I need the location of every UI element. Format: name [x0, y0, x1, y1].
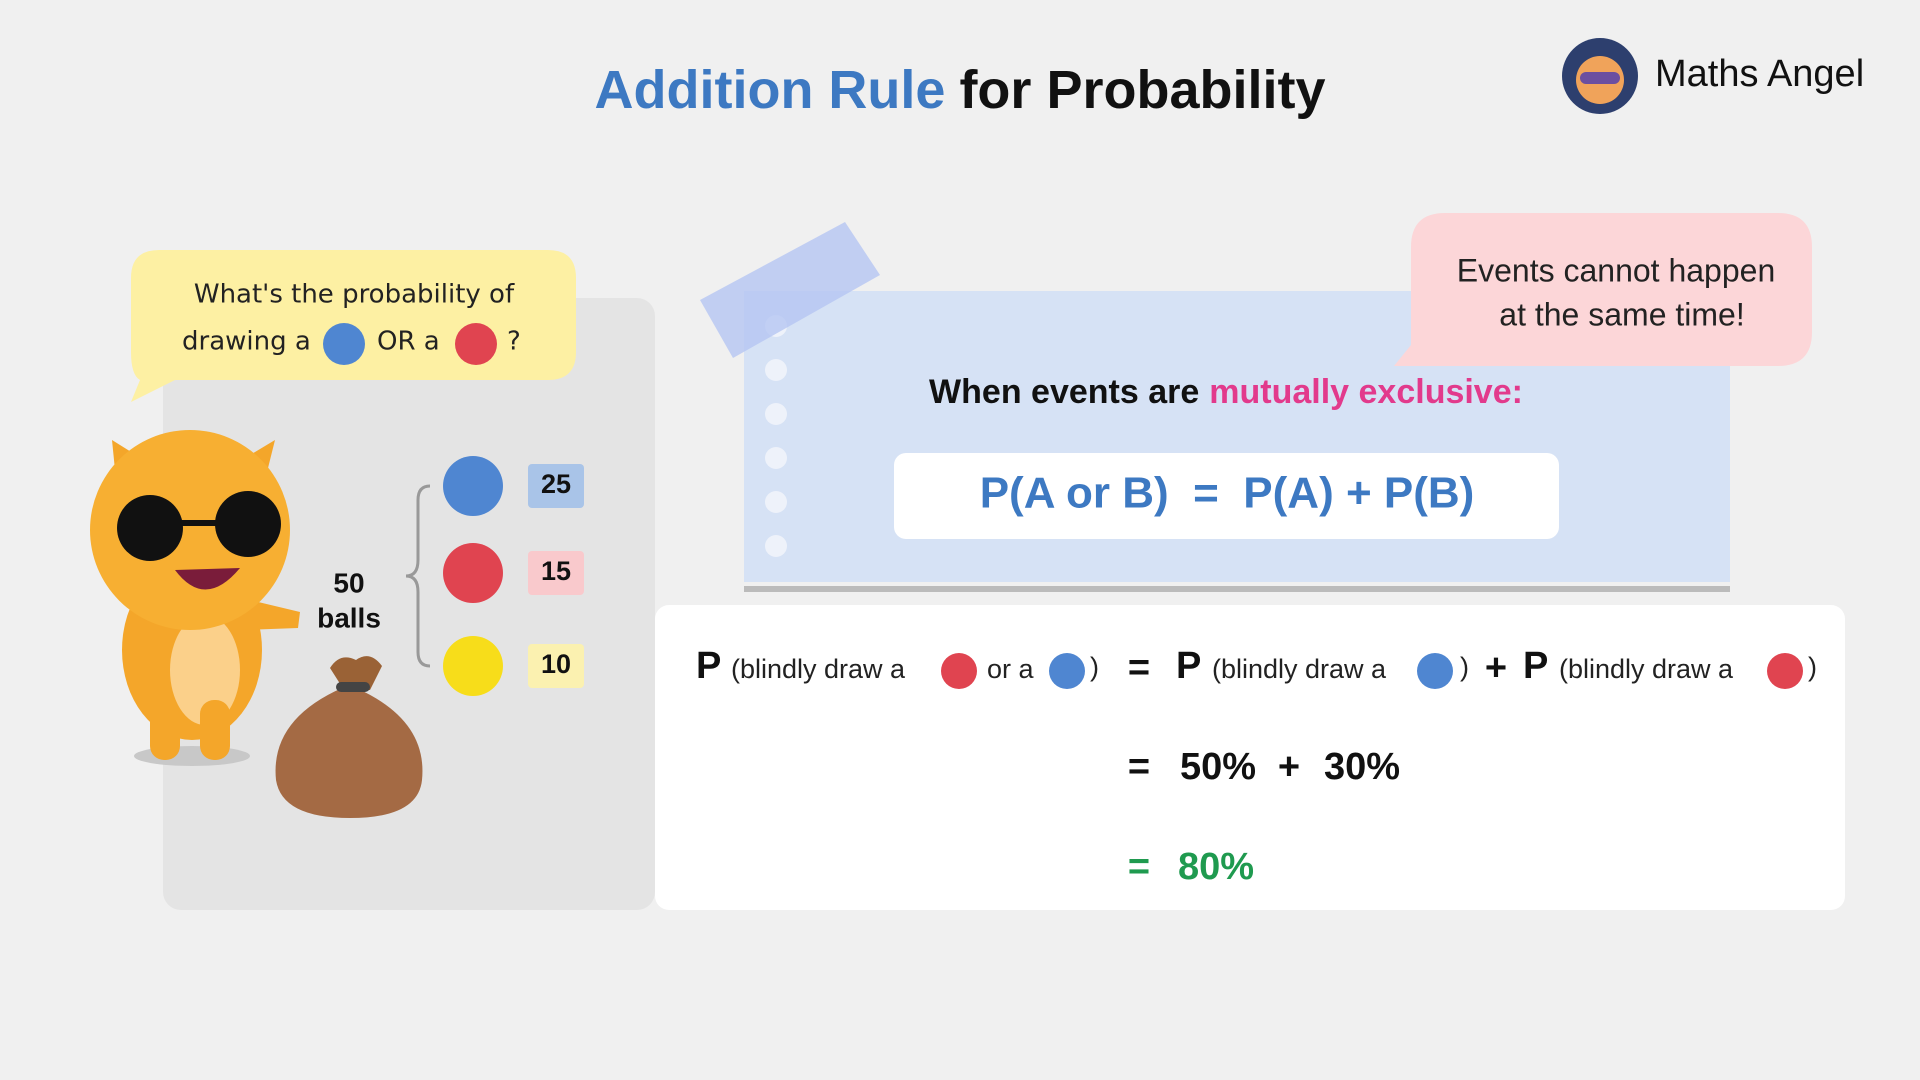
blue-ball-icon — [1049, 653, 1085, 689]
bag-top — [330, 656, 382, 690]
total-label: balls — [317, 602, 381, 633]
red-ball — [443, 543, 503, 603]
text: or a — [987, 654, 1035, 684]
callout-line1: Events cannot happen — [1457, 252, 1775, 288]
value: 50% — [1180, 746, 1256, 788]
title-rest: for Probability — [959, 60, 1325, 120]
red-ball-icon — [455, 323, 497, 365]
title-highlight: Addition Rule — [595, 60, 946, 120]
red-ball-icon — [1767, 653, 1803, 689]
p-symbol: P — [1176, 645, 1201, 687]
tape — [700, 222, 880, 358]
formula: P(A or B) = P(A) + P(B) — [980, 469, 1475, 518]
total-count: 50 — [333, 567, 364, 598]
text: (blindly draw a — [1559, 654, 1734, 684]
callout — [1394, 213, 1812, 366]
paren: ) — [1460, 652, 1469, 682]
equals: = — [1128, 746, 1150, 788]
p-symbol: P — [1523, 645, 1548, 687]
p-symbol: P — [696, 645, 721, 687]
question-or: OR a — [377, 327, 440, 357]
equals: = — [1128, 647, 1150, 689]
question-end: ? — [507, 327, 521, 357]
text: (blindly draw a — [1212, 654, 1387, 684]
question-line1: What's the probability of — [194, 280, 515, 310]
count-box — [528, 551, 584, 595]
equals: = — [1128, 846, 1150, 888]
result: 80% — [1178, 846, 1254, 888]
question-line2-start: drawing a — [182, 327, 311, 357]
count-box — [528, 464, 584, 508]
rule-heading-highlight: mutually exclusive: — [1209, 373, 1523, 411]
blue-ball-icon — [1417, 653, 1453, 689]
callout-line2: at the same time! — [1499, 296, 1744, 332]
count: 25 — [541, 469, 571, 499]
yellow-ball — [443, 636, 503, 696]
cat-illustration — [90, 430, 300, 766]
brand-logo-glasses — [1580, 72, 1620, 84]
plus: + — [1278, 746, 1300, 788]
bag-tie — [336, 682, 370, 692]
rule-heading-text: When events are — [929, 373, 1199, 411]
paren: ) — [1808, 652, 1817, 682]
title: Addition Rule for Probability — [595, 60, 1326, 120]
brace — [405, 484, 431, 668]
formula-box — [894, 453, 1559, 539]
card-shadow — [744, 586, 1730, 592]
text: (blindly draw a — [731, 654, 906, 684]
count-box — [528, 644, 584, 688]
blue-ball-icon — [323, 323, 365, 365]
plus: + — [1485, 647, 1507, 689]
blue-ball — [443, 456, 503, 516]
red-ball-icon — [941, 653, 977, 689]
value: 30% — [1324, 746, 1400, 788]
brand-name: Maths Angel — [1655, 53, 1864, 95]
rule-heading: When events are mutually exclusive: — [929, 373, 1523, 411]
paren: ) — [1090, 652, 1099, 682]
count: 15 — [541, 556, 571, 586]
bag — [275, 688, 423, 818]
count: 10 — [541, 649, 571, 679]
